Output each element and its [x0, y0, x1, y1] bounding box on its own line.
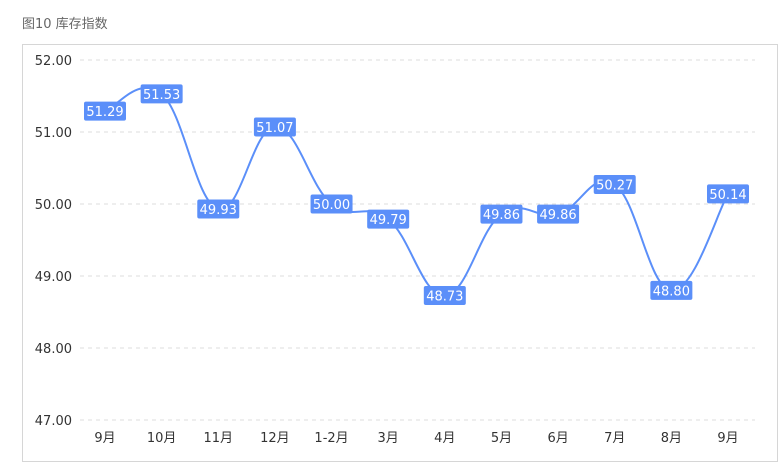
data-label-box [423, 285, 466, 305]
data-label: 51.53 [140, 84, 183, 104]
x-tick-label: 4月 [434, 431, 455, 446]
data-label: 49.86 [537, 204, 580, 224]
data-label-box [367, 209, 410, 229]
data-label-text: 48.80 [653, 284, 690, 299]
chart-frame [22, 44, 778, 462]
data-label-text: 51.07 [256, 121, 293, 136]
data-label: 50.00 [310, 194, 353, 214]
y-axis-ticks: 47.00 48.00 49.00 50.00 51.00 52.00 [35, 54, 72, 429]
grid-lines [80, 59, 755, 421]
x-tick-label: 1-2月 [314, 431, 348, 446]
y-tick-label: 50.00 [35, 198, 72, 213]
data-label: 49.86 [480, 204, 523, 224]
data-label-box [253, 117, 296, 137]
data-label-box [707, 184, 749, 204]
data-label: 50.14 [707, 184, 749, 204]
x-tick-label: 9月 [717, 431, 738, 446]
data-labels: 51.29 51.53 49.93 51.07 50.00 49.79 48.73 49.86… [84, 84, 749, 305]
data-label: 51.29 [84, 101, 126, 121]
data-label-text: 48.73 [426, 289, 463, 304]
y-tick-label: 47.00 [35, 414, 72, 429]
x-tick-label: 6月 [547, 431, 568, 446]
y-tick-label: 52.00 [35, 54, 72, 69]
x-tick-label: 7月 [604, 431, 625, 446]
x-tick-label: 11月 [203, 431, 233, 446]
x-tick-label: 5月 [491, 431, 512, 446]
x-tick-label: 9月 [94, 431, 115, 446]
data-label-box [310, 194, 353, 214]
data-label: 48.73 [423, 285, 466, 305]
figure-title: 图10 库存指数 [22, 17, 108, 32]
data-label: 51.07 [253, 117, 296, 137]
data-label-text: 49.79 [370, 213, 407, 228]
data-label: 50.27 [593, 175, 636, 195]
data-label: 48.80 [650, 280, 693, 300]
x-tick-label: 12月 [260, 431, 290, 446]
data-label-text: 50.14 [709, 188, 746, 203]
data-label-text: 50.27 [596, 179, 633, 194]
x-tick-label: 10月 [147, 431, 177, 446]
y-tick-label: 51.00 [35, 126, 72, 141]
y-tick-label: 49.00 [35, 270, 72, 285]
x-tick-label: 3月 [378, 431, 399, 446]
data-label-text: 51.53 [143, 88, 180, 103]
data-label: 49.93 [197, 199, 240, 219]
data-label-text: 49.86 [483, 208, 520, 223]
data-label-text: 50.00 [313, 198, 350, 213]
data-label-box [593, 175, 636, 195]
data-label-box [650, 280, 693, 300]
y-tick-label: 48.00 [35, 342, 72, 357]
data-label-text: 49.93 [200, 203, 237, 218]
data-label: 49.79 [367, 209, 410, 229]
data-label-text: 51.29 [86, 105, 123, 120]
data-label-box [480, 204, 523, 224]
data-label-text: 49.86 [539, 208, 576, 223]
x-axis-ticks: 9月 10月 11月 12月 1-2月 3月 4月 5月 6月 7月 8月 9月 [94, 431, 738, 446]
x-tick-label: 8月 [661, 431, 682, 446]
data-label-box [197, 199, 240, 219]
data-label-box [140, 84, 183, 104]
data-label-box [84, 101, 126, 121]
data-label-box [537, 204, 580, 224]
